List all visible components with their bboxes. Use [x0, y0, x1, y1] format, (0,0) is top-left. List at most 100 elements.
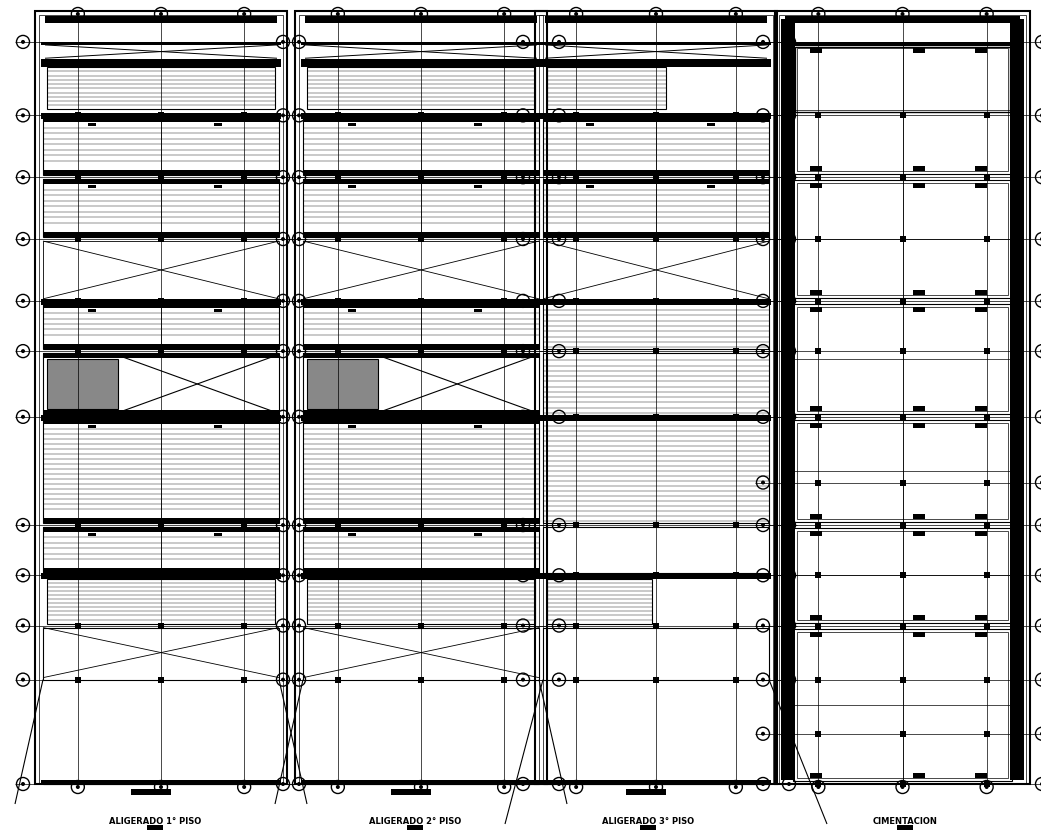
Bar — [733, 175, 739, 181]
Circle shape — [787, 523, 791, 528]
Bar — [785, 17, 1020, 24]
Bar — [815, 573, 821, 579]
Bar — [733, 349, 739, 354]
Bar — [391, 789, 431, 795]
Bar — [795, 48, 1010, 113]
Bar — [75, 522, 81, 528]
Bar — [158, 298, 164, 304]
Circle shape — [21, 115, 25, 118]
Bar — [303, 232, 539, 237]
Bar — [158, 415, 164, 421]
Circle shape — [761, 732, 765, 736]
Bar — [43, 568, 279, 573]
Bar — [75, 573, 81, 579]
Circle shape — [557, 115, 561, 118]
Bar — [797, 184, 1008, 295]
Bar — [301, 60, 541, 69]
Circle shape — [761, 624, 765, 628]
Bar — [303, 528, 539, 533]
Bar — [899, 480, 906, 486]
Bar — [335, 623, 340, 629]
Circle shape — [281, 349, 285, 354]
Circle shape — [557, 415, 561, 420]
Bar — [501, 522, 507, 528]
Bar — [348, 309, 356, 313]
Bar — [242, 623, 247, 629]
Bar — [815, 781, 821, 787]
Bar — [543, 242, 769, 302]
Bar — [43, 518, 279, 523]
Bar — [984, 113, 990, 120]
Bar — [984, 573, 990, 579]
Circle shape — [787, 678, 791, 682]
Circle shape — [281, 237, 285, 242]
Circle shape — [761, 573, 765, 578]
Bar — [984, 480, 990, 486]
Bar — [810, 423, 822, 428]
Bar — [733, 113, 739, 120]
Bar — [913, 291, 924, 295]
Bar — [335, 522, 340, 528]
Bar — [35, 12, 287, 784]
Bar — [653, 623, 659, 629]
Bar — [348, 426, 356, 428]
Bar — [158, 113, 164, 120]
Bar — [781, 20, 795, 780]
Bar — [913, 632, 924, 637]
Circle shape — [502, 785, 506, 789]
Circle shape — [557, 299, 561, 303]
Bar — [815, 415, 821, 421]
Bar — [43, 180, 279, 185]
Bar — [585, 186, 593, 189]
Bar — [984, 731, 990, 737]
Bar — [303, 518, 539, 523]
Bar — [574, 677, 579, 683]
Circle shape — [281, 115, 285, 118]
Bar — [45, 17, 277, 24]
Bar — [810, 632, 822, 637]
Bar — [303, 242, 539, 302]
Circle shape — [787, 624, 791, 628]
Bar — [541, 115, 771, 120]
Bar — [43, 344, 279, 349]
Bar — [975, 532, 987, 537]
Bar — [43, 354, 279, 359]
Bar — [793, 304, 1012, 415]
Circle shape — [297, 782, 301, 786]
Bar — [984, 349, 990, 354]
Circle shape — [21, 678, 25, 682]
Bar — [418, 237, 424, 242]
Bar — [501, 573, 507, 579]
Bar — [913, 167, 924, 172]
Bar — [574, 573, 579, 579]
Bar — [43, 242, 279, 302]
Bar — [41, 299, 281, 305]
Bar — [815, 298, 821, 304]
Circle shape — [297, 573, 301, 578]
Bar — [543, 171, 769, 176]
Circle shape — [159, 785, 163, 789]
Bar — [815, 480, 821, 486]
Bar — [242, 175, 247, 181]
Circle shape — [76, 785, 80, 789]
Bar — [543, 118, 769, 123]
Bar — [543, 180, 769, 185]
Circle shape — [761, 678, 765, 682]
Circle shape — [787, 237, 791, 242]
Bar — [474, 125, 482, 127]
Bar — [303, 354, 539, 359]
Bar — [301, 299, 541, 305]
Bar — [75, 113, 81, 120]
Circle shape — [985, 13, 989, 17]
Bar — [899, 237, 906, 242]
Circle shape — [21, 349, 25, 354]
Bar — [43, 118, 279, 176]
Bar — [43, 180, 279, 237]
Circle shape — [281, 573, 285, 578]
Bar — [899, 175, 906, 181]
Circle shape — [787, 573, 791, 578]
Circle shape — [557, 523, 561, 528]
Bar — [43, 420, 279, 425]
Circle shape — [761, 41, 765, 45]
Bar — [242, 522, 247, 528]
